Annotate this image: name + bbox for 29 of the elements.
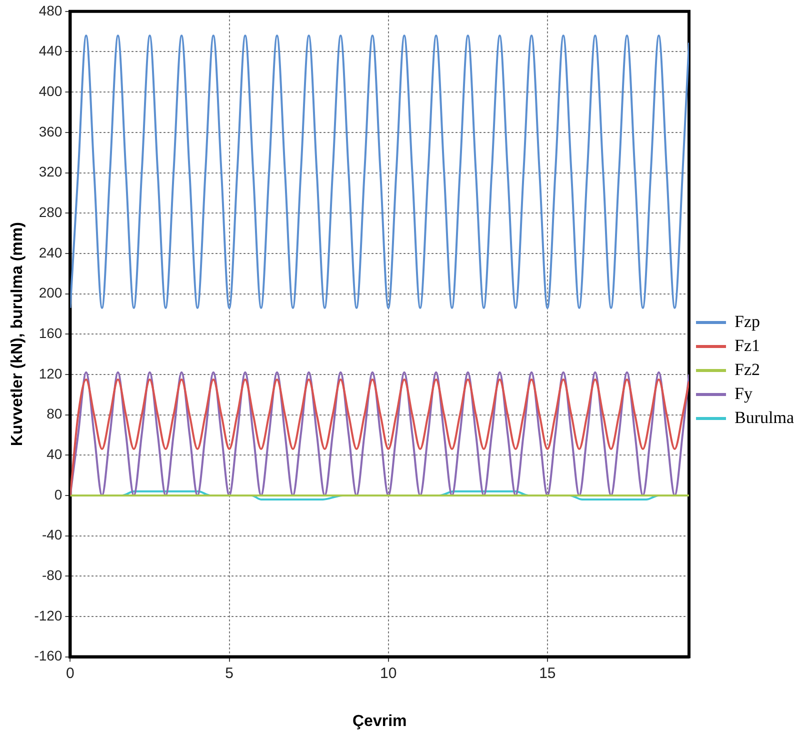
y-tick-label: 40: [46, 446, 62, 462]
legend-label: Fzp: [734, 312, 760, 331]
y-tick-label: 280: [38, 204, 62, 220]
x-tick-label: 0: [66, 664, 74, 682]
y-tick-label: 360: [38, 123, 62, 140]
legend-label: Fz1: [734, 336, 760, 355]
y-tick-label: 200: [38, 284, 62, 301]
legend-label: Fy: [734, 384, 753, 403]
y-axis-title: Kuvvetler (kN), burulma (mm): [9, 222, 26, 446]
x-tick-label: 10: [380, 664, 397, 682]
y-tick-label: -80: [42, 566, 62, 583]
x-axis-title: Çevrim: [352, 712, 407, 730]
y-tick-label: 160: [38, 324, 62, 341]
y-tick-label: -40: [42, 526, 62, 543]
legend-label: Burulma: [734, 408, 794, 427]
y-tick-label: -120: [34, 607, 62, 624]
y-tick-label: 0: [54, 486, 62, 502]
legend-label: Fz2: [734, 360, 760, 379]
x-tick-label: 5: [225, 664, 234, 682]
y-tick-label: -160: [34, 648, 62, 664]
x-tick-label: 15: [539, 664, 556, 682]
y-tick-label: 240: [38, 244, 62, 260]
y-tick-label: 440: [38, 42, 62, 59]
line-series: [70, 34, 690, 309]
y-tick-label: 320: [38, 164, 62, 180]
y-tick-label: 400: [38, 82, 62, 99]
y-tick-label: 480: [38, 2, 62, 18]
y-tick-label: 80: [46, 406, 62, 422]
y-tick-label: 120: [38, 365, 62, 382]
